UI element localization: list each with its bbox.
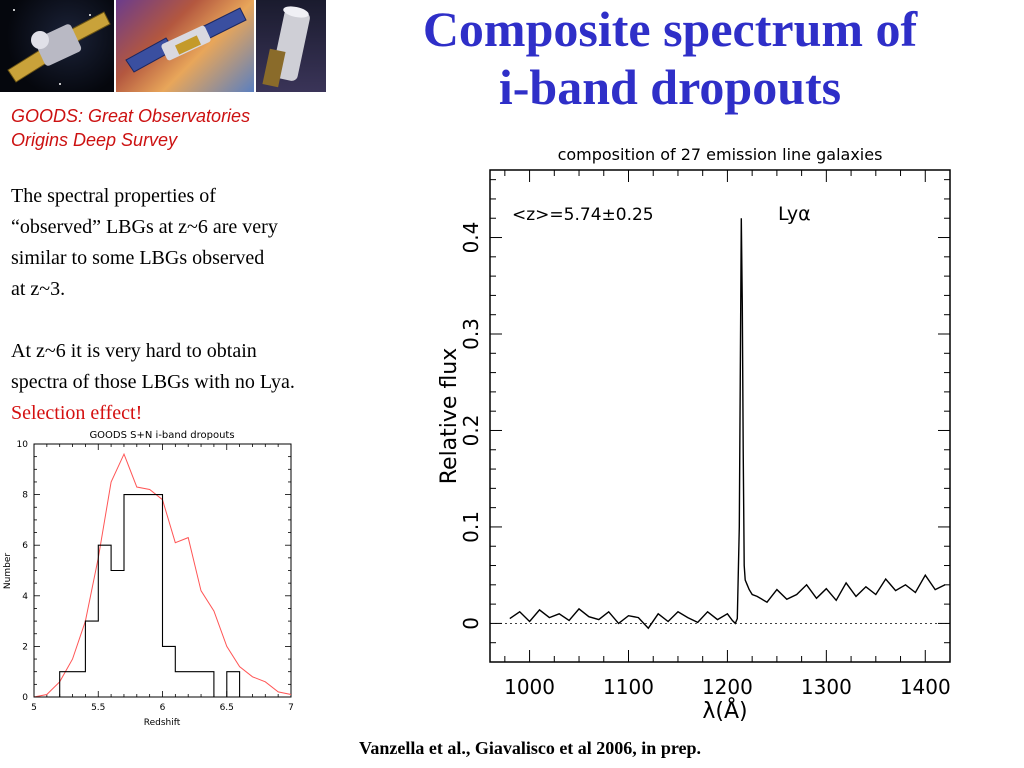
spectrum-x-axis-label: λ(Å)	[702, 697, 747, 724]
histogram-x-tick-labels: 5 5.5 6 6.5 7	[31, 703, 294, 713]
histogram-y-tick-label: 0	[22, 693, 28, 703]
spectrum-y-tick-label: 0.2	[459, 415, 483, 447]
spectrum-x-tick-label: 1300	[801, 675, 852, 699]
spectrum-x-tick-label: 1000	[504, 675, 555, 699]
lyman-alpha-label: Lyα	[778, 203, 811, 225]
slide-title-line-2: i-band dropouts	[498, 59, 842, 115]
histogram-y-tick-label: 2	[22, 642, 28, 652]
satellite-2-illustration	[125, 7, 247, 73]
histogram-title: GOODS S+N i-band dropouts	[89, 430, 234, 441]
histogram-x-tick-label: 6	[160, 703, 166, 713]
spectrum-plot-frame	[489, 169, 951, 663]
satellite-image-3	[256, 0, 326, 92]
para1-line-2: “observed” LBGs at z~6 are very	[11, 216, 278, 238]
citation: Vanzella et al., Giavalisco et al 2006, …	[359, 738, 701, 758]
spectrum-y-tick-label: 0	[459, 617, 483, 630]
spectrum-ticks	[490, 170, 951, 663]
histogram-step-line	[34, 494, 291, 698]
histogram-x-axis-label: Redshift	[144, 718, 181, 728]
spectrum-y-tick-label: 0.4	[459, 222, 483, 254]
histogram-y-axis-label: Number	[3, 553, 13, 589]
para2-line-2: spectra of those LBGs with no Lya.	[11, 371, 295, 393]
para1-line-3: similar to some LBGs observed	[11, 247, 265, 269]
satellite-3-illustration	[262, 6, 310, 88]
histogram-y-tick-label: 10	[17, 440, 29, 450]
satellite-image-1	[0, 0, 114, 92]
satellite-1-illustration	[7, 9, 111, 85]
histogram-y-tick-label: 8	[22, 491, 28, 501]
body-paragraph-2: At z~6 it is very hard to obtain spectra…	[11, 336, 396, 429]
spectrum-y-tick-labels: 0 0.1 0.2 0.3 0.4	[459, 222, 483, 630]
redshift-histogram-chart: 0 2 4 6 8 10 5 5.5 6 6.5 7 GOODS S+N i-band dropo…	[3, 430, 294, 728]
spectrum-x-tick-labels: 1000 1100 1200 1300 1400	[504, 675, 951, 699]
survey-title: GOODS: Great Observatories Origins Deep …	[11, 104, 341, 152]
histogram-y-tick-labels: 0 2 4 6 8 10	[17, 440, 29, 703]
spectrum-y-tick-label: 0.1	[459, 511, 483, 543]
spectrum-y-tick-label: 0.3	[459, 318, 483, 350]
slide-title-line-1: Composite spectrum of	[422, 1, 918, 57]
histogram-x-tick-label: 5	[31, 703, 37, 713]
histogram-y-tick-label: 4	[22, 592, 28, 602]
spectrum-series-line	[509, 218, 946, 630]
slide-title: Composite spectrum of i-band dropouts	[360, 0, 980, 116]
histogram-x-tick-label: 5.5	[91, 703, 105, 713]
survey-title-line-2: Origins Deep Survey	[11, 130, 178, 150]
survey-title-line-1: GOODS: Great Observatories	[11, 106, 251, 126]
body-paragraph-1: The spectral properties of “observed” LB…	[11, 181, 396, 305]
spectrum-x-tick-label: 1200	[702, 675, 753, 699]
spectrum-x-tick-label: 1400	[900, 675, 951, 699]
satellite-image-2	[116, 0, 254, 92]
histogram-x-tick-label: 6.5	[220, 703, 234, 713]
spectrum-title: composition of 27 emission line galaxies	[558, 145, 883, 164]
spectrum-y-axis-label: Relative flux	[437, 348, 462, 485]
selection-effect-highlight: Selection effect!	[11, 402, 143, 424]
composite-spectrum-chart: 0 0.1 0.2 0.3 0.4 1000 1100 1200 1300 1400 compo…	[437, 145, 951, 724]
histogram-y-tick-label: 6	[22, 541, 28, 551]
para1-line-4: at z~3.	[11, 278, 66, 300]
histogram-x-tick-label: 7	[288, 703, 294, 713]
para1-line-1: The spectral properties of	[11, 185, 216, 207]
spectrum-x-tick-label: 1100	[603, 675, 654, 699]
spectrum-redshift-annotation: <z>=5.74±0.25	[512, 205, 654, 225]
para2-line-1: At z~6 it is very hard to obtain	[11, 340, 257, 362]
